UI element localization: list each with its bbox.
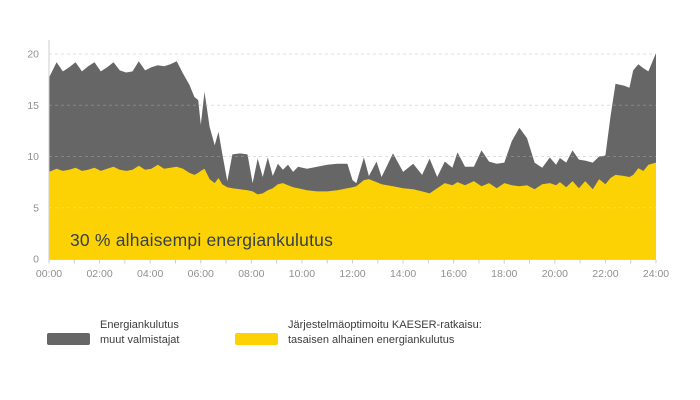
x-axis-label: 20:00	[542, 268, 568, 280]
x-axis-label: 04:00	[137, 268, 163, 280]
legend-item-kaeser: Järjestelmäoptimoitu KAESER-ratkaisu: ta…	[235, 318, 482, 348]
x-axis-label: 14:00	[390, 268, 416, 280]
y-axis-label: 15	[27, 100, 39, 112]
legend-swatch-gray	[47, 333, 90, 345]
x-axis-label: 06:00	[188, 268, 214, 280]
x-axis-label: 18:00	[491, 268, 517, 280]
x-axis-label: 16:00	[441, 268, 467, 280]
area-chart: 0 5 10 15 20 00:00 02:00 04:00 06:00 08:00 10:00 12…	[27, 40, 669, 280]
x-axis-label: 22:00	[592, 268, 618, 280]
x-axis-label: 08:00	[238, 268, 264, 280]
series-area-kaeser	[49, 162, 656, 259]
legend-item-competitors: Energiankulutus muut valmistajat	[47, 318, 179, 348]
x-axis-label: 24:00	[643, 268, 669, 280]
legend-label-competitors-line2: muut valmistajat	[100, 334, 180, 346]
y-axis-label: 10	[27, 151, 39, 163]
x-axis-label: 02:00	[86, 268, 112, 280]
legend-label-competitors-line1: Energiankulutus	[100, 319, 179, 331]
annotation-30-percent-label: 30 % alhaisempi energiankulutus	[70, 230, 334, 250]
x-axis-label: 10:00	[289, 268, 315, 280]
x-axis-label: 12:00	[339, 268, 365, 280]
x-axis-label: 00:00	[36, 268, 62, 280]
legend-label-kaeser-line1: Järjestelmäoptimoitu KAESER-ratkaisu:	[288, 319, 482, 331]
legend-swatch-yellow	[235, 333, 278, 345]
y-axis-label: 5	[33, 202, 39, 214]
legend-label-kaeser-line2: tasaisen alhainen energiankulutus	[288, 334, 455, 346]
y-axis-label: 20	[27, 49, 39, 61]
y-axis-label: 0	[33, 254, 39, 266]
